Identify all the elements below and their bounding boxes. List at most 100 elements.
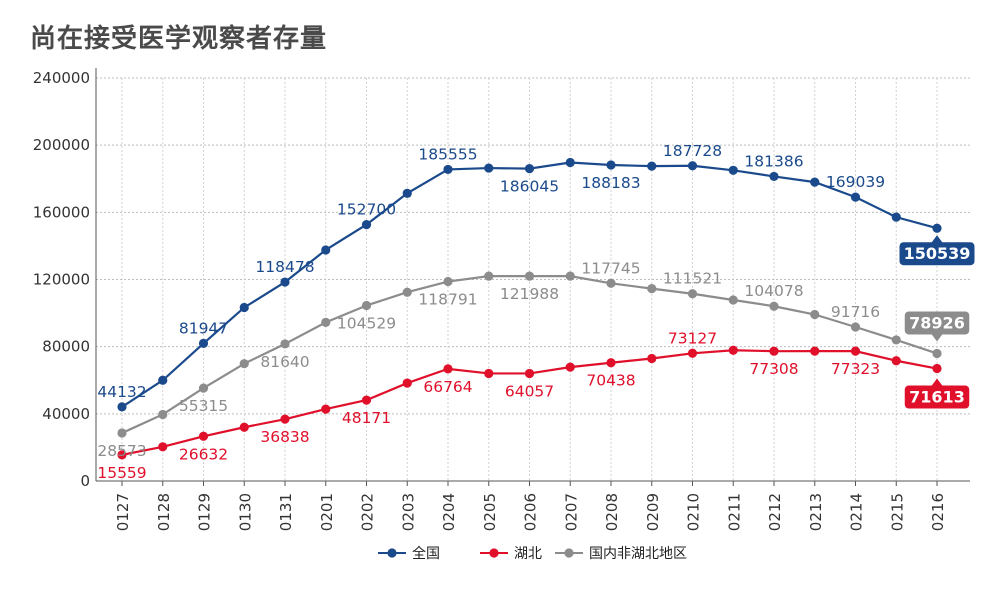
data-point [524, 271, 535, 281]
data-point [117, 402, 127, 412]
x-tick-label: 0130 [236, 493, 254, 531]
x-tick-label: 0212 [766, 493, 784, 531]
data-label: 186045 [500, 178, 559, 196]
y-tick-label: 240000 [33, 69, 90, 87]
x-tick-label: 0201 [318, 493, 336, 531]
data-point [402, 188, 412, 198]
data-point [728, 295, 738, 305]
data-label: 188183 [581, 174, 640, 192]
data-label: 187728 [663, 142, 722, 160]
data-point [647, 353, 657, 364]
data-point [728, 165, 738, 175]
data-point [198, 383, 209, 393]
data-point [117, 450, 127, 460]
data-point [198, 431, 209, 441]
data-point [280, 414, 290, 424]
chart-title: 尚在接受医学观察者存量 [30, 24, 328, 54]
data-label: 169039 [826, 173, 885, 191]
y-tick-label: 0 [80, 472, 90, 490]
x-tick-label: 0203 [399, 493, 417, 531]
data-point [321, 317, 331, 327]
data-point [606, 160, 616, 170]
data-label: 55315 [179, 397, 228, 415]
data-label: 48171 [342, 409, 391, 427]
data-label: 26632 [179, 445, 228, 463]
data-point [810, 346, 820, 356]
data-point [443, 364, 453, 374]
data-point [321, 404, 331, 414]
data-point [769, 346, 779, 356]
end-label-badge: 71613 [904, 378, 970, 409]
data-point [769, 301, 779, 311]
end-label-background [904, 311, 970, 335]
data-label: 104529 [337, 314, 396, 332]
end-label-badge: 78926 [904, 311, 970, 342]
data-point [891, 356, 901, 366]
legend-label: 湖北 [514, 546, 542, 562]
data-point [158, 442, 168, 452]
data-point [402, 287, 412, 297]
data-point [565, 362, 575, 372]
y-tick-label: 160000 [33, 203, 90, 221]
data-label: 118791 [418, 291, 477, 309]
data-point [687, 161, 698, 171]
data-point [361, 300, 372, 311]
data-label: 81947 [179, 319, 228, 337]
end-label-text: 150539 [904, 244, 971, 263]
data-point [158, 409, 168, 420]
data-label: 111521 [663, 270, 722, 288]
x-tick-label: 0202 [359, 493, 377, 531]
data-point [280, 277, 290, 287]
data-point [932, 363, 942, 374]
data-point [239, 422, 249, 432]
data-point [524, 163, 535, 174]
x-tick-label: 0213 [807, 493, 825, 531]
y-tick-label: 40000 [42, 405, 90, 423]
data-point [524, 368, 535, 379]
end-label-text: 78926 [909, 313, 965, 332]
data-point [769, 171, 779, 182]
data-point [565, 157, 575, 168]
data-label: 73127 [668, 329, 717, 347]
data-label: 185555 [418, 145, 477, 163]
data-point [850, 192, 861, 202]
data-point [687, 289, 698, 299]
data-point [932, 348, 942, 359]
x-tick-label: 0215 [888, 493, 906, 531]
data-label: 15559 [97, 464, 146, 482]
data-label: 91716 [831, 303, 880, 321]
data-point [280, 339, 290, 349]
legend-marker [489, 548, 499, 558]
legend-marker [564, 548, 574, 558]
data-label: 66764 [423, 378, 472, 396]
end-label-text: 71613 [909, 388, 965, 407]
data-label: 152700 [337, 201, 396, 219]
data-point [117, 428, 127, 438]
x-tick-label: 0216 [929, 493, 947, 531]
x-tick-label: 0210 [685, 493, 703, 531]
data-point [484, 368, 494, 379]
x-tick-label: 0128 [155, 493, 173, 531]
x-tick-label: 0127 [114, 493, 132, 531]
data-label: 118478 [255, 258, 314, 276]
data-point [728, 345, 738, 355]
data-point [239, 302, 249, 313]
y-tick-label: 120000 [33, 271, 90, 289]
data-label: 64057 [505, 382, 554, 400]
x-tick-label: 0208 [603, 493, 621, 531]
data-point [198, 338, 209, 348]
data-point [810, 177, 820, 187]
data-point [443, 164, 453, 175]
data-label: 44132 [97, 383, 146, 401]
data-point [321, 245, 331, 255]
data-point [891, 335, 901, 345]
data-point [891, 212, 901, 222]
y-tick-label: 200000 [33, 136, 90, 154]
data-label: 77323 [831, 360, 880, 378]
data-point [402, 378, 412, 388]
x-tick-label: 0205 [481, 493, 499, 531]
data-point [687, 348, 698, 358]
legend-marker [387, 548, 397, 558]
data-label: 70438 [586, 372, 635, 390]
legend-label: 全国 [412, 545, 440, 562]
